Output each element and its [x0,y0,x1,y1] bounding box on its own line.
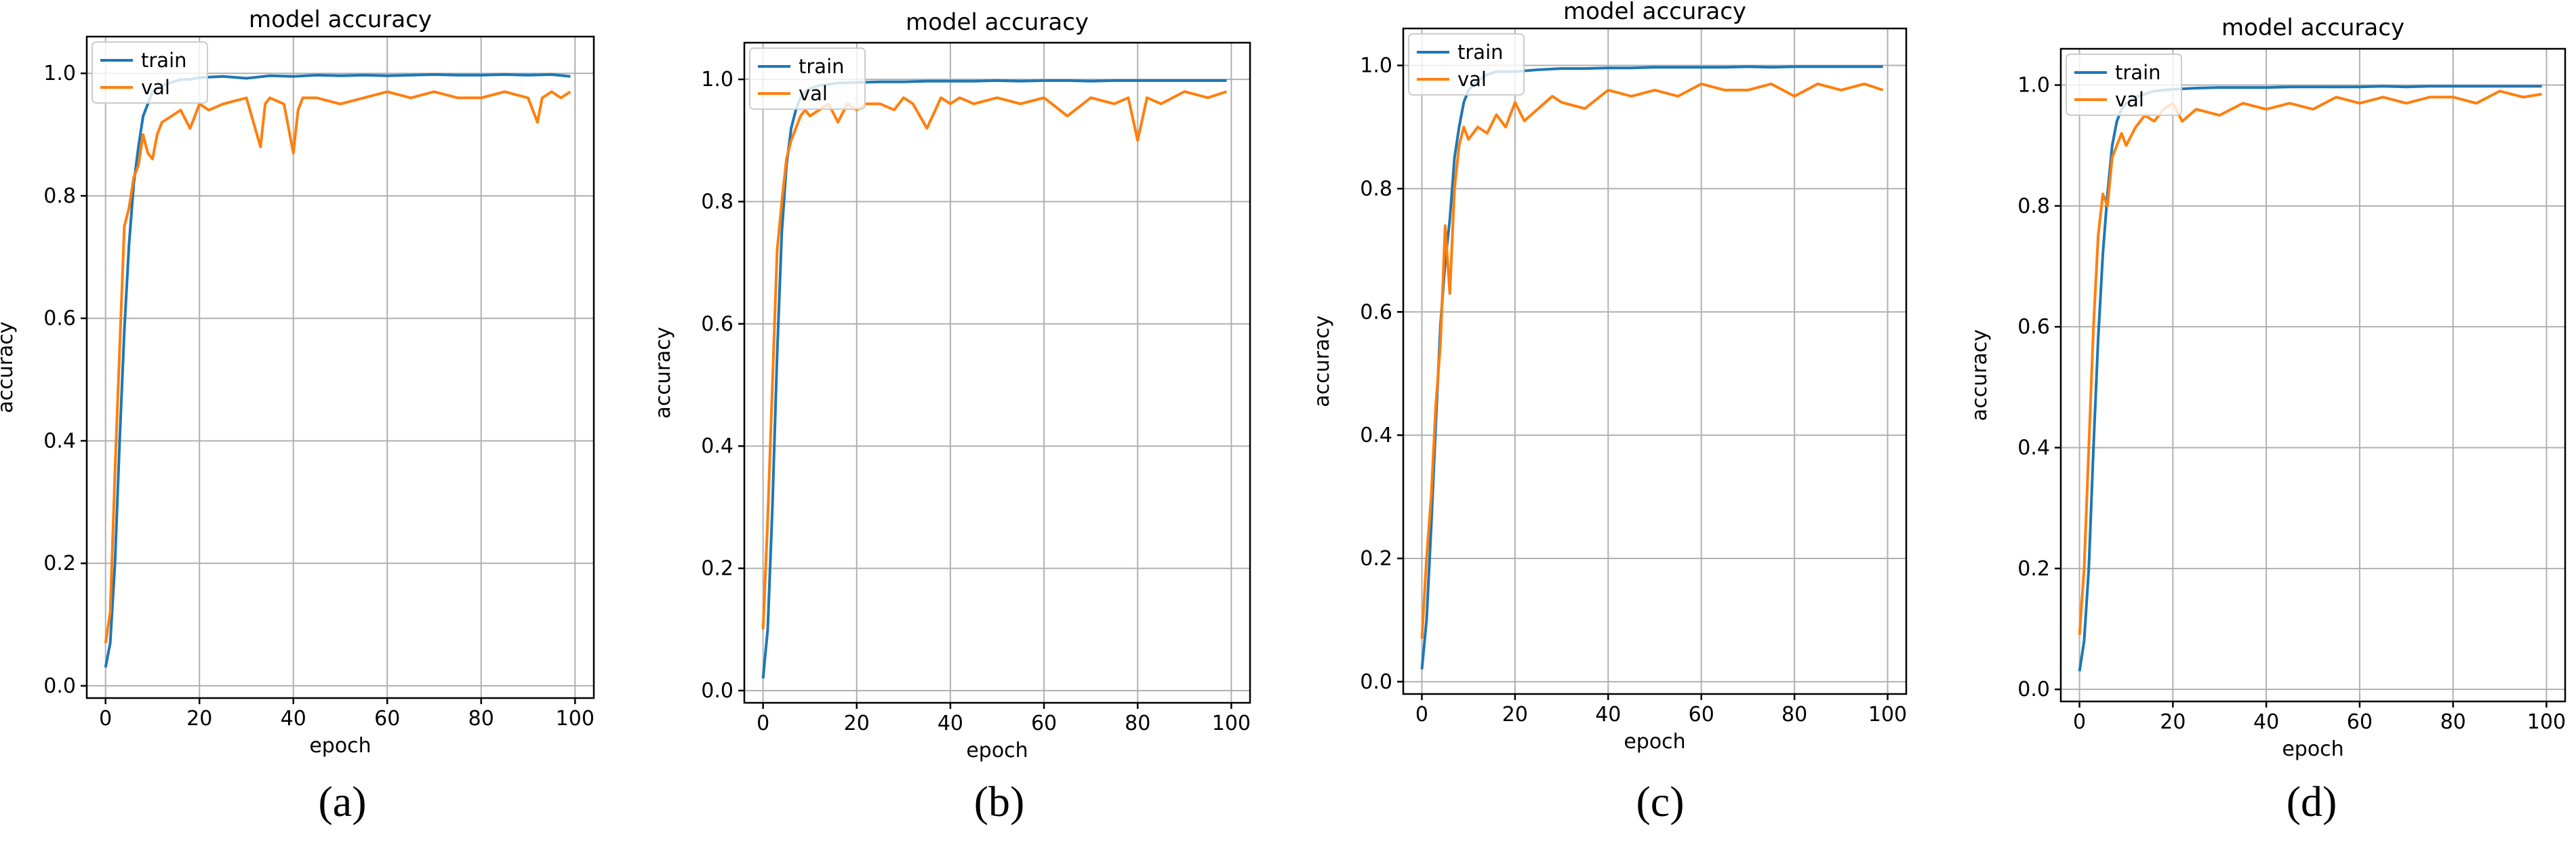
y-tick-label: 0.0 [43,674,76,698]
y-axis-label: accuracy [1968,329,1992,421]
x-axis-label: epoch [309,734,371,758]
chart-title: model accuracy [1563,0,1746,25]
x-tick-label: 40 [938,712,963,735]
y-axis-label: accuracy [1310,315,1334,407]
chart-title: model accuracy [906,9,1089,36]
chart-panel-b: 0 20 40 60 80 100 0.0 0.2 0.4 0.6 0.8 1.0 model accu… [651,9,1251,762]
legend: train val [1408,33,1525,96]
panel-caption-b: (b) [974,777,1025,825]
x-axis-label: epoch [966,739,1028,762]
x-tick-label: 40 [1595,703,1621,727]
y-tick-label: 1.0 [1360,54,1392,78]
chart-panel-d: 0 20 40 60 80 100 0.0 0.2 0.4 0.6 0.8 1.0 model accu… [1968,14,2567,761]
y-tick-label: 0.4 [43,429,76,453]
series-line-train [1420,65,1883,670]
panel-caption-d: (d) [2287,777,2337,825]
grid [87,37,594,698]
chart-title: model accuracy [2221,14,2404,41]
x-tick-label: 0 [99,707,112,731]
x-tick-label: 20 [2160,710,2186,734]
series-line-train [761,79,1227,679]
x-axis-label: epoch [1624,730,1685,754]
x-tick-label: 0 [757,712,769,735]
legend-label-train: train [799,55,845,78]
x-tick-label: 100 [1212,712,1251,735]
x-tick-label: 60 [2347,710,2373,734]
y-tick-label: 0.0 [2017,678,2050,701]
x-tick-label: 80 [2440,710,2466,734]
x-tick-label: 60 [1689,703,1714,727]
axes-frame [1402,27,1908,695]
x-tick-label: 40 [2253,710,2279,734]
y-tick-label: 0.8 [43,184,76,208]
x-tick-label: 100 [556,707,595,731]
y-tick-label: 0.6 [1360,300,1392,324]
x-tick-label: 80 [468,707,494,731]
grid [2061,49,2565,701]
x-tick-label: 20 [1502,703,1528,727]
chart-panel-c: 0 20 40 60 80 100 0.0 0.2 0.4 0.6 0.8 1.0 model accu… [1310,0,1908,754]
legend: train val [92,41,208,104]
y-axis-label: accuracy [0,321,18,413]
legend-label-val: val [799,82,828,105]
series-line-val [104,90,571,644]
x-tick-label: 60 [1031,712,1057,735]
x-tick-label: 0 [2073,710,2086,734]
y-tick-label: 0.6 [2017,315,2050,339]
x-axis-label: epoch [2282,737,2343,761]
y-tick-label: 0.0 [701,679,733,703]
axes-frame [743,41,1251,704]
grid [744,43,1250,703]
grid [1403,28,1906,694]
x-tick-label: 40 [281,707,306,731]
y-tick-label: 0.8 [701,190,733,213]
series-line-val [2078,89,2542,636]
y-tick-label: 1.0 [2017,74,2050,98]
y-tick-label: 1.0 [43,62,76,85]
legend: train val [749,47,866,110]
axes-frame [85,35,595,699]
panel-caption-a: (a) [318,777,366,825]
series-line-train [104,73,571,668]
x-tick-label: 20 [844,712,870,735]
y-tick-label: 0.0 [1360,670,1392,694]
chart-panel-a: 0 20 40 60 80 100 0.0 0.2 0.4 0.6 0.8 1.0 model accu… [0,6,595,758]
series-line-val [1420,82,1884,639]
x-tick-label: 60 [374,707,400,731]
x-tick-label: 80 [1782,703,1807,727]
legend: train val [2066,54,2182,116]
x-tick-label: 0 [1415,703,1428,727]
legend-label-val: val [141,76,170,99]
legend-label-val: val [1457,68,1487,91]
legend-label-train: train [1457,41,1504,64]
y-tick-label: 0.2 [43,552,76,575]
series-line-train [2078,85,2542,672]
y-tick-label: 0.4 [701,434,733,458]
x-tick-label: 80 [1125,712,1150,735]
y-axis-label: accuracy [651,327,675,418]
series-line-val [761,90,1228,630]
legend-label-train: train [2115,61,2161,84]
y-tick-label: 1.0 [701,68,733,91]
legend-label-val: val [2115,88,2144,111]
y-tick-label: 0.2 [1360,547,1392,571]
y-tick-label: 0.6 [43,307,76,331]
panel-caption-c: (c) [1636,777,1684,825]
y-tick-label: 0.2 [2017,557,2050,581]
x-tick-label: 100 [1868,703,1907,727]
x-tick-label: 20 [186,707,212,731]
y-tick-label: 0.4 [2017,436,2050,460]
y-tick-label: 0.2 [701,557,733,581]
axes-frame [2059,47,2567,703]
x-tick-label: 100 [2527,710,2566,734]
legend-label-train: train [141,49,187,72]
y-tick-label: 0.6 [701,312,733,336]
y-tick-label: 0.4 [1360,424,1392,447]
y-tick-label: 0.8 [1360,177,1392,201]
chart-title: model accuracy [249,6,432,33]
y-tick-label: 0.8 [2017,195,2050,218]
